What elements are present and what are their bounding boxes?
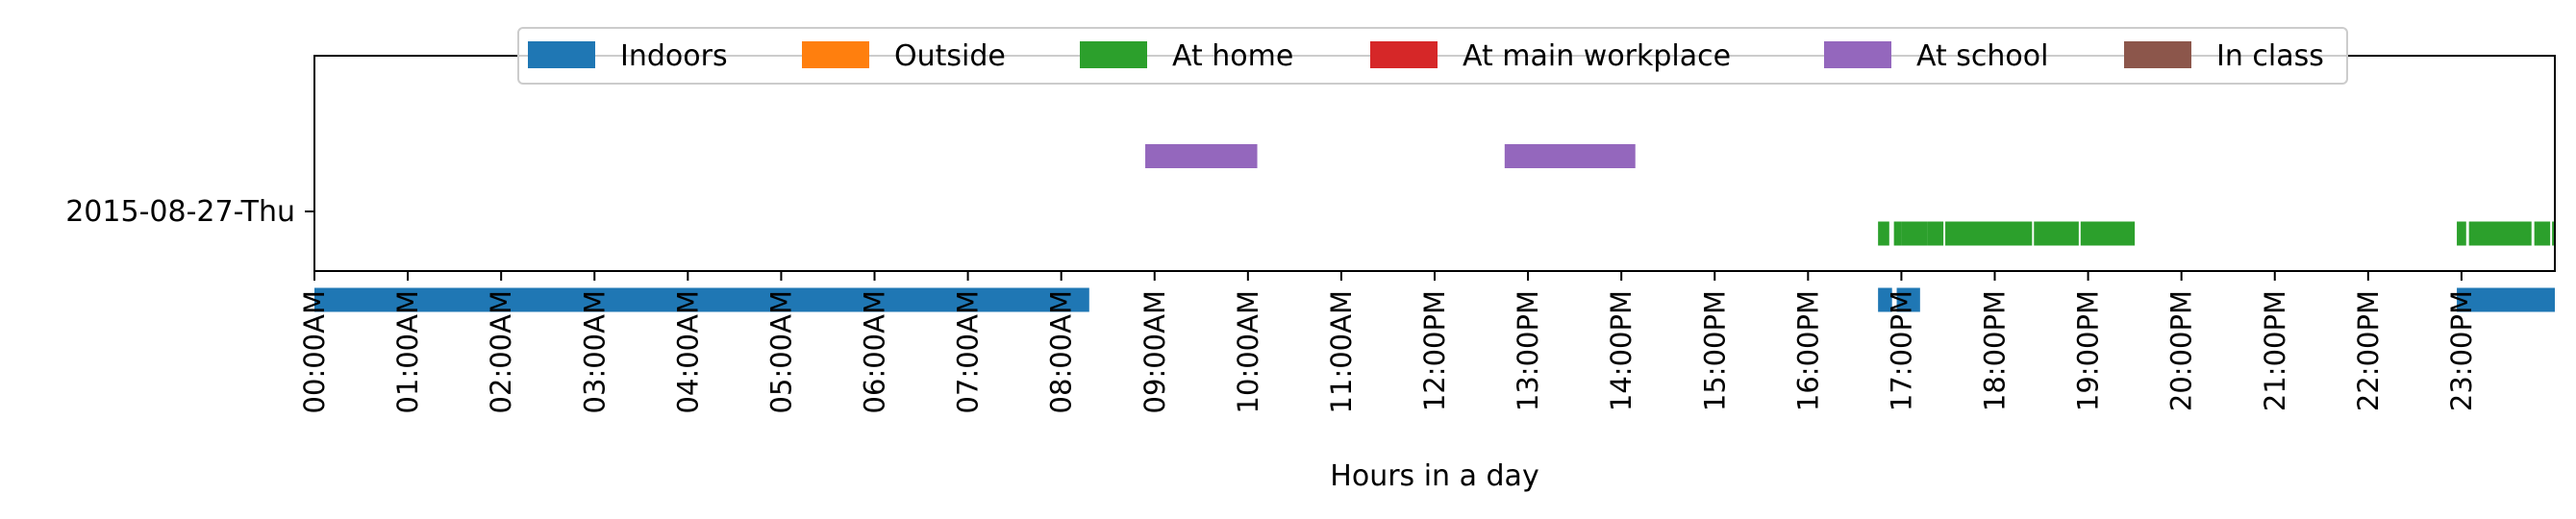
y-tick-label: 2015-08-27-Thu — [65, 195, 295, 229]
x-tick-label: 23:00PM — [2445, 290, 2478, 411]
x-tick-label: 11:00AM — [1325, 290, 1358, 413]
bar-at-home-5 — [2034, 221, 2079, 246]
x-tick-label: 05:00AM — [764, 290, 797, 413]
legend: Indoors Outside At home At main workplace At… — [517, 27, 2348, 85]
legend-label: At main workplace — [1463, 39, 1731, 73]
x-tick-label: 15:00PM — [1698, 290, 1731, 411]
bar-at-home-4 — [1945, 221, 2033, 246]
bar-at-home-10 — [2552, 221, 2555, 246]
x-tick-label: 09:00AM — [1138, 290, 1171, 413]
x-tick-label: 10:00AM — [1232, 290, 1264, 413]
legend-label: In class — [2216, 39, 2324, 73]
bar-indoors-3 — [2457, 287, 2555, 312]
bar-indoors-2 — [1896, 287, 1920, 312]
x-tick-label: 12:00PM — [1418, 290, 1451, 411]
x-tick-label: 00:00AM — [298, 290, 331, 413]
bar-at-school-1 — [1504, 144, 1636, 168]
x-tick-label: 04:00AM — [671, 290, 704, 413]
bars-layer — [314, 144, 2555, 312]
legend-swatch-outside — [802, 41, 869, 68]
bar-at-school-0 — [1145, 144, 1258, 168]
bar-at-home-2 — [1901, 221, 1928, 246]
legend-label: Outside — [894, 39, 1006, 73]
x-axis-label: Hours in a day — [1330, 459, 1538, 493]
bar-at-home-9 — [2534, 221, 2551, 246]
legend-label: At home — [1172, 39, 1293, 73]
x-tick-label: 13:00PM — [1512, 290, 1544, 411]
bar-at-home-7 — [2457, 221, 2466, 246]
x-tick-label: 18:00PM — [1979, 290, 2012, 411]
x-tick-label: 02:00AM — [485, 290, 517, 413]
x-tick-label: 03:00AM — [578, 290, 611, 413]
x-tick-label: 07:00AM — [952, 290, 985, 413]
legend-swatch-at-main-workplace — [1370, 41, 1438, 68]
bar-at-home-6 — [2080, 221, 2136, 246]
bar-indoors-1 — [1878, 287, 1892, 312]
x-tick-label: 19:00PM — [2072, 290, 2105, 411]
x-tick-label: 21:00PM — [2259, 290, 2291, 411]
y-axis: 2015-08-27-Thu — [65, 195, 314, 229]
x-tick-label: 16:00PM — [1791, 290, 1824, 411]
bar-indoors-0 — [314, 287, 1089, 312]
x-tick-label: 08:00AM — [1045, 290, 1078, 413]
legend-label: At school — [1916, 39, 2048, 73]
legend-swatch-in-class — [2124, 41, 2191, 68]
x-tick-label: 01:00AM — [391, 290, 424, 413]
x-tick-label: 17:00PM — [1885, 290, 1917, 411]
legend-swatch-at-school — [1824, 41, 1891, 68]
legend-swatch-at-home — [1080, 41, 1147, 68]
x-tick-label: 14:00PM — [1605, 290, 1638, 411]
bar-at-home-3 — [1927, 221, 1944, 246]
bar-at-home-1 — [1893, 221, 1902, 246]
x-axis: 00:00AM 01:00AM 02:00AM 03:00AM 04:00AM 05:00… — [298, 271, 2478, 413]
x-tick-label: 06:00AM — [859, 290, 891, 413]
bar-at-home-0 — [1878, 221, 1889, 246]
x-tick-label: 22:00PM — [2352, 290, 2385, 411]
x-tick-label: 20:00PM — [2165, 290, 2198, 411]
plot-frame — [313, 55, 2556, 272]
legend-swatch-indoors — [528, 41, 595, 68]
bar-at-home-8 — [2468, 221, 2532, 246]
legend-label: Indoors — [620, 39, 728, 73]
